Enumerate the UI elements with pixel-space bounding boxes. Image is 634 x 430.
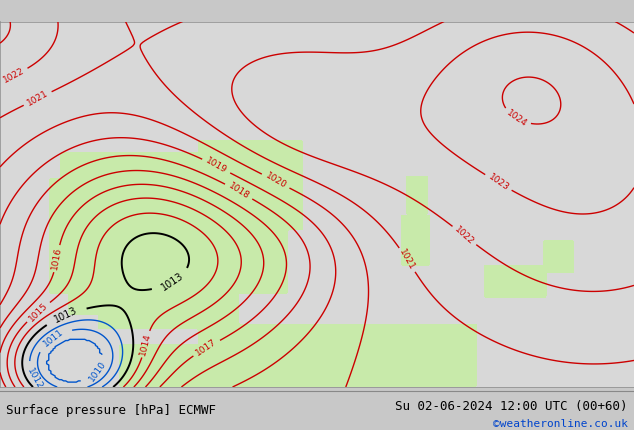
Text: 1022: 1022 <box>2 66 26 85</box>
Text: 1010: 1010 <box>87 359 108 383</box>
Text: 1011: 1011 <box>41 327 65 349</box>
Text: Surface pressure [hPa] ECMWF: Surface pressure [hPa] ECMWF <box>6 404 216 417</box>
Text: 1013: 1013 <box>159 271 185 293</box>
Text: Su 02-06-2024 12:00 UTC (00+60): Su 02-06-2024 12:00 UTC (00+60) <box>395 400 628 413</box>
Text: 1012: 1012 <box>25 366 44 390</box>
Text: 1017: 1017 <box>195 338 219 358</box>
Text: 1015: 1015 <box>27 301 49 323</box>
Text: 1016: 1016 <box>50 246 63 271</box>
Text: 1022: 1022 <box>453 224 476 246</box>
Text: 1023: 1023 <box>486 172 510 193</box>
Text: 1018: 1018 <box>226 181 251 201</box>
Text: 1020: 1020 <box>264 172 288 191</box>
Text: 1021: 1021 <box>25 89 50 108</box>
Text: 1014: 1014 <box>139 332 153 356</box>
Text: 1019: 1019 <box>204 156 228 175</box>
Text: 1024: 1024 <box>505 108 528 128</box>
Text: 1013: 1013 <box>53 305 79 325</box>
Text: 1021: 1021 <box>398 248 417 272</box>
Text: ©weatheronline.co.uk: ©weatheronline.co.uk <box>493 418 628 429</box>
